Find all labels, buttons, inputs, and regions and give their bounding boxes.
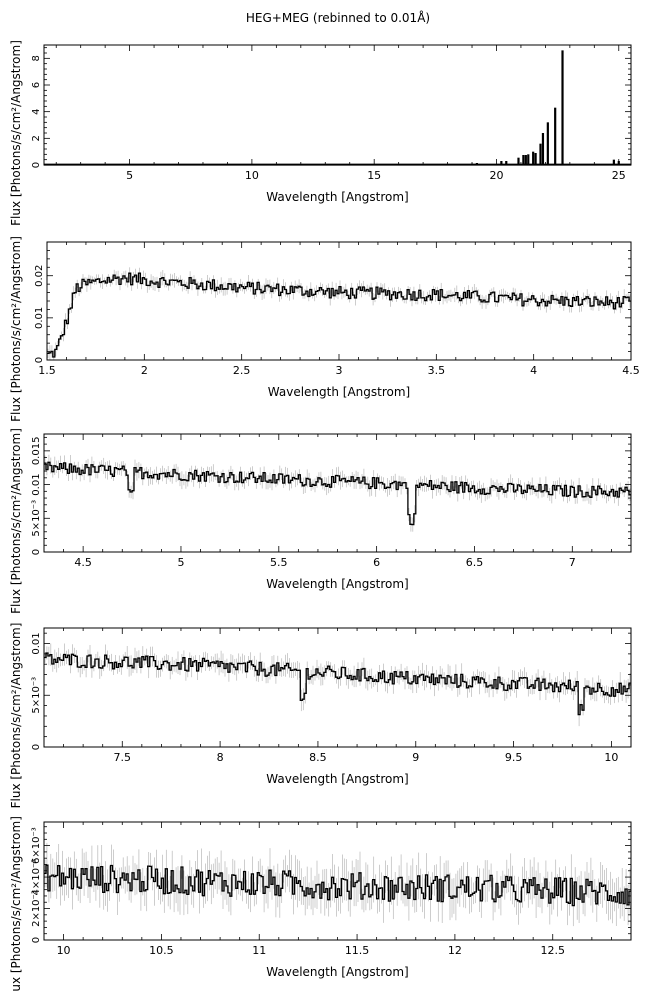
- x-tick-label: 11: [252, 944, 266, 957]
- y-tick-label: 8: [31, 55, 42, 61]
- y-tick-label: 0.015: [31, 437, 42, 466]
- x-tick-label: 5: [177, 556, 184, 569]
- y-tick-label: 6: [31, 82, 42, 88]
- spectrum-series: [44, 842, 631, 927]
- error-bars: [44, 842, 631, 927]
- spectrum-line: [44, 461, 631, 526]
- y-tick-label: 0.01: [31, 473, 42, 495]
- y-tick-label: 0: [31, 162, 42, 168]
- y-tick-label: 0.02: [34, 265, 45, 287]
- x-tick-label: 5: [126, 169, 133, 182]
- y-tick-label: 5×10⁻³: [31, 677, 42, 714]
- error-bars: [47, 267, 631, 360]
- y-tick-label: 0: [31, 937, 42, 943]
- plot-frame: [43, 44, 632, 166]
- y-tick-label: 0.01: [34, 307, 45, 329]
- x-tick-label: 7: [569, 556, 576, 569]
- spectrum-line: [44, 864, 631, 907]
- error-bars: [44, 454, 631, 532]
- panel-5: 10 10.5 11 11.5 12 12.5 0 2×10⁻³4×10⁻³6×10⁻³ Wav…: [9, 816, 632, 991]
- x-tick-label: 10.5: [149, 944, 174, 957]
- x-tick-label: 5.5: [270, 556, 288, 569]
- x-axis-label: Wavelength [Angstrom]: [266, 965, 408, 979]
- x-tick-label: 3: [336, 364, 343, 377]
- x-tick-label: 1.5: [38, 364, 56, 377]
- x-tick-label: 6.5: [466, 556, 484, 569]
- x-axis-label: Wavelength [Angstrom]: [266, 772, 408, 786]
- panel-3: 4.5 5 5.5 6 6.5 7 0 5×10⁻³ 0.01 0.015 Wavelength […: [9, 428, 632, 614]
- plot-frame: [43, 433, 632, 553]
- x-tick-label: 9: [412, 751, 419, 764]
- x-tick-label: 10: [245, 169, 259, 182]
- spectrum-line: [47, 272, 631, 358]
- x-tick-label: 12: [448, 944, 462, 957]
- x-tick-label: 20: [489, 169, 503, 182]
- x-tick-label: 11.5: [345, 944, 370, 957]
- x-tick-label: 7.5: [114, 751, 132, 764]
- y-tick-label: 0: [31, 549, 42, 555]
- figure-title: HEG+MEG (rebinned to 0.01Å): [246, 10, 430, 25]
- x-axis-label: Wavelength [Angstrom]: [268, 385, 410, 399]
- x-tick-label: 12.5: [540, 944, 565, 957]
- spectrum-line: [44, 652, 631, 716]
- x-tick-label: 4.5: [622, 364, 640, 377]
- y-tick-label: 0: [31, 744, 42, 750]
- y-axis-label: Flux [Photons/s/cm²/Angstrom]: [9, 236, 23, 422]
- x-tick-label: 8: [217, 751, 224, 764]
- y-axis-label: Flux [Photons/s/cm²/Angstrom]: [9, 623, 23, 809]
- y-tick-label: 6×10⁻³: [31, 827, 42, 864]
- x-axis-label: Wavelength [Angstrom]: [266, 577, 408, 591]
- x-tick-label: 10: [604, 751, 618, 764]
- x-tick-label: 9.5: [505, 751, 523, 764]
- x-tick-label: 3.5: [428, 364, 446, 377]
- y-axis-label: Flux [Photons/s/cm²/Angstrom]: [9, 816, 23, 991]
- x-tick-label: 25: [612, 169, 626, 182]
- x-tick-label: 2.5: [233, 364, 251, 377]
- spectrum-series: [44, 50, 631, 166]
- y-tick-label: 0: [34, 357, 45, 363]
- x-tick-label: 8.5: [309, 751, 327, 764]
- panel-4: 7.5 8 8.5 9 9.5 10 0 5×10⁻³ 0.01 Wavelength [Angs…: [9, 623, 632, 809]
- y-tick-label: 4: [31, 108, 42, 114]
- spectrum-series: [44, 643, 631, 727]
- panel-2: 1.5 2 2.5 3 3.5 4 4.5 0 0.01 0.02 Wavelength [Angs…: [9, 236, 640, 422]
- y-axis-label: Flux [Photons/s/cm²/Angstrom]: [9, 40, 23, 226]
- y-tick-label: 2×10⁻³: [31, 890, 42, 927]
- x-tick-label: 15: [367, 169, 381, 182]
- x-axis-label: Wavelength [Angstrom]: [266, 190, 408, 204]
- spectrum-series: [47, 267, 631, 360]
- x-tick-label: 4.5: [74, 556, 92, 569]
- x-tick-label: 6: [373, 556, 380, 569]
- y-tick-label: 5×10⁻³: [31, 500, 42, 537]
- y-tick-label: 4×10⁻³: [31, 859, 42, 896]
- x-tick-label: 2: [141, 364, 148, 377]
- x-tick-label: 4: [530, 364, 537, 377]
- y-tick-label: 0.01: [31, 632, 42, 654]
- panel-1: 5 10 15 20 25 0 2 4 6 8 Wavelength [Angstrom] Flux …: [9, 40, 632, 226]
- plot-frame: [43, 627, 632, 748]
- x-tick-label: 10: [57, 944, 71, 957]
- error-bars: [44, 643, 631, 727]
- y-tick-label: 2: [31, 135, 42, 141]
- spectrum-series: [44, 454, 631, 532]
- y-axis-label: Flux [Photons/s/cm²/Angstrom]: [9, 428, 23, 614]
